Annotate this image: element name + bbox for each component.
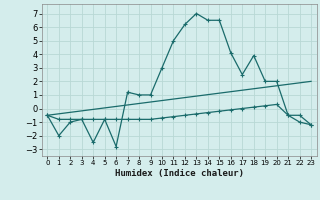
X-axis label: Humidex (Indice chaleur): Humidex (Indice chaleur) <box>115 169 244 178</box>
